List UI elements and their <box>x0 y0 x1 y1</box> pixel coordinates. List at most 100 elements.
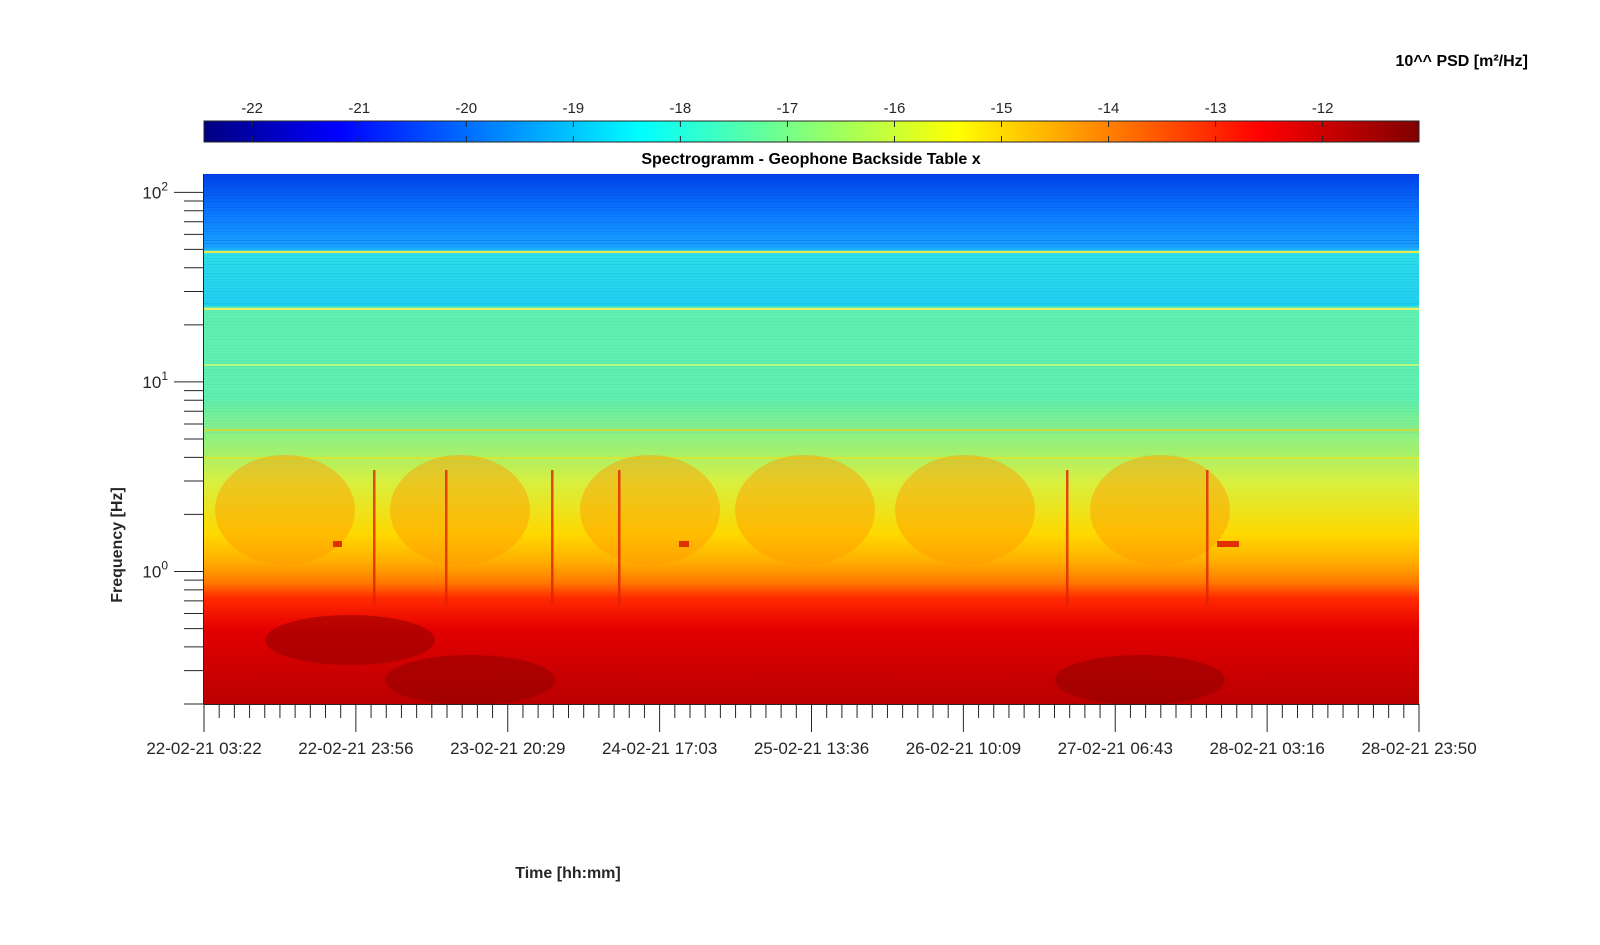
texture-line <box>204 237 1419 239</box>
texture-line <box>204 291 1419 293</box>
texture-line <box>204 432 1419 434</box>
texture-line <box>204 381 1419 383</box>
texture-line <box>204 183 1419 185</box>
texture-line <box>204 273 1419 275</box>
texture-line <box>204 405 1419 407</box>
texture-line <box>204 333 1419 335</box>
texture-line <box>204 339 1419 341</box>
colorbar-tick-label: -15 <box>991 100 1013 117</box>
texture-line <box>204 243 1419 245</box>
texture-line <box>204 261 1419 263</box>
spectrogram-activity <box>204 455 1419 705</box>
texture-line <box>204 390 1419 392</box>
activity-patch <box>580 455 720 565</box>
texture-line <box>204 315 1419 317</box>
texture-line <box>204 369 1419 371</box>
y-tick-base: 10 <box>142 183 161 202</box>
texture-line <box>204 294 1419 296</box>
texture-line <box>204 342 1419 344</box>
spectral-line <box>204 251 1419 253</box>
dark-patch <box>1055 655 1225 705</box>
transient-line <box>551 470 554 605</box>
colorbar-tick-label: -22 <box>241 100 263 117</box>
texture-line <box>204 372 1419 374</box>
texture-line <box>204 279 1419 281</box>
colorbar-tick-label: -13 <box>1205 100 1227 117</box>
colorbar-tick-label: -19 <box>562 100 584 117</box>
transient-line <box>1066 470 1069 605</box>
texture-line <box>204 345 1419 347</box>
texture-line <box>204 189 1419 191</box>
texture-line <box>204 198 1419 200</box>
texture-line <box>204 357 1419 359</box>
y-tick-label: 101 <box>142 369 168 392</box>
x-axis-label: Time [hh:mm] <box>515 865 620 882</box>
texture-line <box>204 174 1419 176</box>
colorbar-ticks: -22 -21 -20 -19 -18 -17 -16 -15 -14 -13 -12 <box>241 100 1334 142</box>
texture-line <box>204 327 1419 329</box>
y-axis-label: Frequency [Hz] <box>109 487 126 603</box>
spectral-line <box>204 364 1419 366</box>
activity-patch <box>215 455 355 565</box>
y-tick-base: 10 <box>142 563 161 582</box>
texture-line <box>204 204 1419 206</box>
plot-area <box>204 174 1419 705</box>
event-mark <box>1217 541 1239 547</box>
texture-line <box>204 288 1419 290</box>
x-tick-label: 28-02-21 23:50 <box>1361 739 1476 758</box>
texture-line <box>204 378 1419 380</box>
colorbar-tick-label: -12 <box>1312 100 1334 117</box>
activity-patch <box>1090 455 1230 565</box>
texture-line <box>204 207 1419 209</box>
texture-line <box>204 336 1419 338</box>
x-tick-label: 27-02-21 06:43 <box>1058 739 1173 758</box>
texture-line <box>204 414 1419 416</box>
texture-line <box>204 306 1419 308</box>
x-tick-label: 26-02-21 10:09 <box>906 739 1021 758</box>
activity-patch <box>895 455 1035 565</box>
event-mark <box>679 541 689 547</box>
spectral-line <box>204 457 1419 459</box>
y-tick-base: 10 <box>142 373 161 392</box>
x-tick-label: 22-02-21 23:56 <box>298 739 413 758</box>
texture-line <box>204 270 1419 272</box>
y-tick-label: 102 <box>142 179 168 202</box>
texture-line <box>204 324 1419 326</box>
texture-line <box>204 267 1419 269</box>
texture-line <box>204 285 1419 287</box>
x-tick-label: 24-02-21 17:03 <box>602 739 717 758</box>
texture-line <box>204 312 1419 314</box>
texture-line <box>204 426 1419 428</box>
activity-patch <box>390 455 530 565</box>
colorbar-tick-label: -16 <box>884 100 906 117</box>
texture-line <box>204 255 1419 257</box>
texture-line <box>204 318 1419 320</box>
texture-line <box>204 363 1419 365</box>
texture-line <box>204 264 1419 266</box>
x-tick-label: 28-02-21 03:16 <box>1209 739 1324 758</box>
x-tick-label: 22-02-21 03:22 <box>146 739 261 758</box>
transient-line <box>1206 470 1209 605</box>
texture-line <box>204 249 1419 251</box>
texture-line <box>204 219 1419 221</box>
texture-line <box>204 300 1419 302</box>
y-tick-exponent: 0 <box>161 559 168 573</box>
texture-line <box>204 396 1419 398</box>
texture-line <box>204 180 1419 182</box>
x-tick-label: 25-02-21 13:36 <box>754 739 869 758</box>
texture-line <box>204 240 1419 242</box>
texture-line <box>204 177 1419 179</box>
transient-line <box>445 470 448 605</box>
texture-line <box>204 360 1419 362</box>
colorbar-gradient <box>203 120 1420 143</box>
dark-patch <box>265 615 435 665</box>
spectral-line <box>204 429 1419 431</box>
colorbar-tick-label: -14 <box>1098 100 1120 117</box>
y-tick-label: 100 <box>142 559 168 582</box>
texture-line <box>204 282 1419 284</box>
chart-title: Spectrogramm - Geophone Backside Table x <box>641 151 980 168</box>
texture-line <box>204 402 1419 404</box>
colorbar-label: 10^^ PSD [m²/Hz] <box>1396 53 1528 70</box>
x-tick-label: 23-02-21 20:29 <box>450 739 565 758</box>
